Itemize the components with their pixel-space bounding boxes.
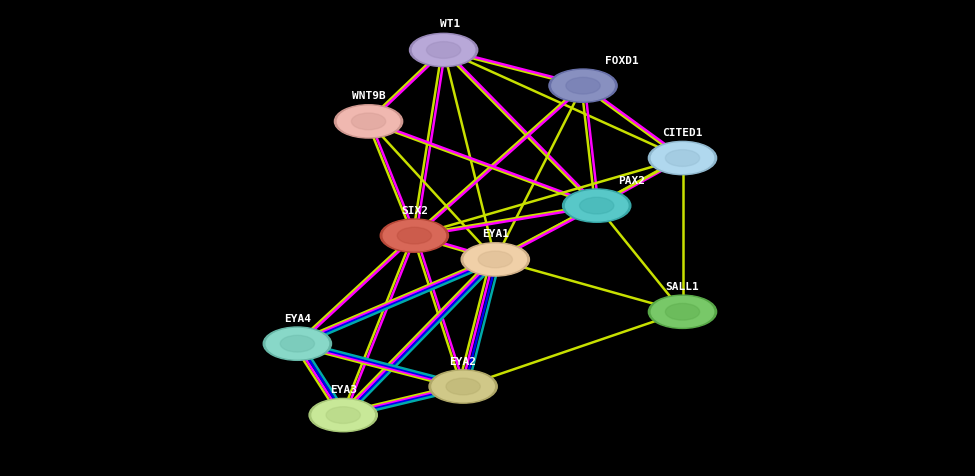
Circle shape (651, 297, 714, 327)
Circle shape (263, 327, 332, 360)
Circle shape (464, 244, 526, 275)
Circle shape (566, 77, 601, 94)
Circle shape (337, 106, 400, 137)
Circle shape (432, 371, 494, 402)
Text: FOXD1: FOXD1 (605, 56, 639, 66)
Text: WT1: WT1 (441, 19, 460, 29)
Circle shape (326, 407, 361, 424)
Text: EYA4: EYA4 (284, 314, 311, 324)
Circle shape (312, 400, 374, 430)
Circle shape (429, 370, 497, 403)
Circle shape (665, 149, 700, 167)
Circle shape (648, 295, 717, 328)
Text: EYA3: EYA3 (330, 385, 357, 395)
Circle shape (665, 303, 700, 320)
Circle shape (309, 398, 377, 432)
Circle shape (383, 220, 446, 251)
Text: EYA1: EYA1 (482, 229, 509, 239)
Circle shape (410, 33, 478, 67)
Circle shape (334, 105, 403, 138)
Circle shape (566, 190, 628, 221)
Text: SIX2: SIX2 (401, 206, 428, 216)
Circle shape (446, 378, 481, 395)
Circle shape (461, 243, 529, 276)
Circle shape (412, 35, 475, 65)
Circle shape (351, 113, 386, 130)
Text: SALL1: SALL1 (666, 282, 699, 292)
Circle shape (280, 335, 315, 352)
Circle shape (563, 189, 631, 222)
Circle shape (651, 143, 714, 173)
Text: WNT9B: WNT9B (352, 91, 385, 101)
Circle shape (478, 251, 513, 268)
Text: EYA2: EYA2 (449, 357, 477, 367)
Circle shape (397, 227, 432, 244)
Circle shape (579, 197, 614, 214)
Circle shape (380, 219, 448, 252)
Circle shape (266, 328, 329, 359)
Circle shape (552, 70, 614, 101)
Text: PAX2: PAX2 (618, 176, 645, 186)
Circle shape (426, 41, 461, 59)
Circle shape (648, 141, 717, 175)
Circle shape (549, 69, 617, 102)
Text: CITED1: CITED1 (662, 128, 703, 138)
